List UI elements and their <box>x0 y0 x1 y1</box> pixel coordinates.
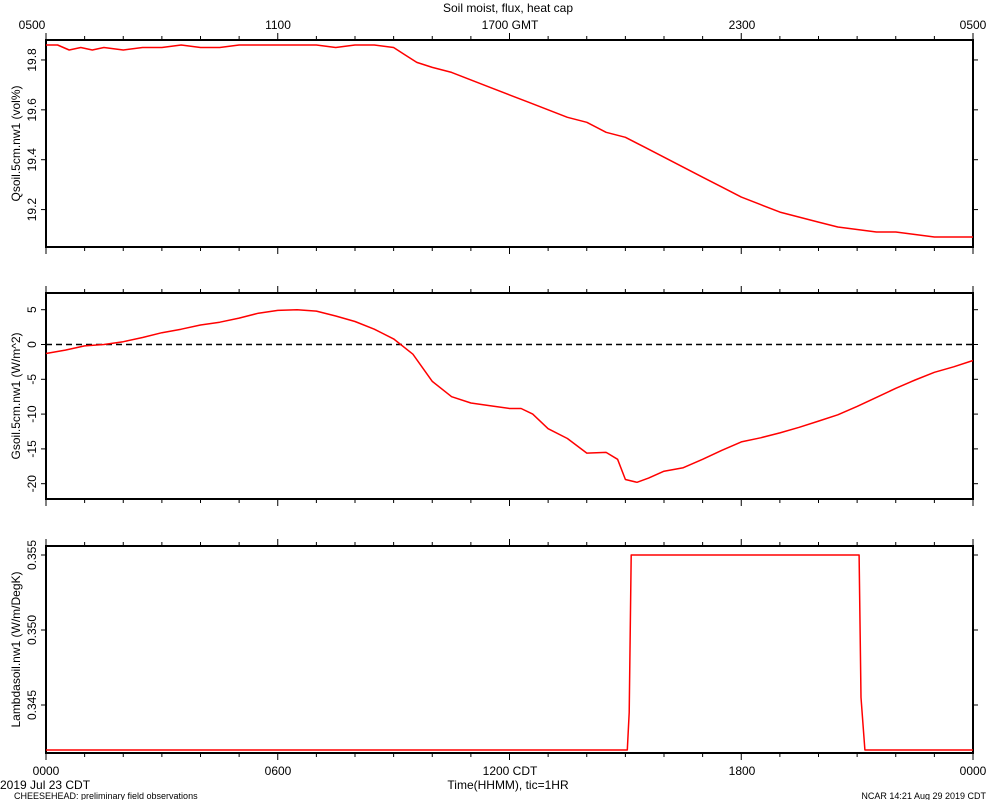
plot-frame <box>45 545 974 754</box>
bottom-tick-label: 1800 <box>729 764 756 778</box>
panel-soil-heat-flux: -20 -15 -10 -5 0 5 Gsoil.5cm.nw1 (W/m^2) <box>9 286 978 506</box>
y-tick-label: 0.350 <box>25 615 39 645</box>
y-tick-label: 5 <box>25 306 39 313</box>
top-time-axis-labels: 0500 1100 1700 GMT 2300 0500 <box>19 18 987 32</box>
x-axis-label: Time(HHMM), tic=1HR <box>447 778 569 792</box>
y-tick-label: -15 <box>25 440 39 458</box>
y-axis-label: Qsoil.5cm.nw1 (vol%) <box>9 85 23 201</box>
y-axis-label: Lambdasoil.nw1 (W/m/DegK) <box>9 571 23 727</box>
y-tick-label: 0 <box>25 341 39 348</box>
y-tick-label: -20 <box>25 475 39 493</box>
bottom-tick-label: 1200 CDT <box>483 764 538 778</box>
top-tick-label: 1100 <box>265 18 291 32</box>
y-tick-label: 19.4 <box>25 148 39 172</box>
bottom-tick-label: 0600 <box>265 764 292 778</box>
footer-right-note: NCAR 14:21 Aug 29 2019 CDT <box>861 791 986 800</box>
top-tick-label: 0500 <box>960 18 987 32</box>
top-tick-label: 0500 <box>19 18 46 32</box>
footer-left-note: CHEESEHEAD: preliminary field observatio… <box>14 791 198 800</box>
y-axis-label: Gsoil.5cm.nw1 (W/m^2) <box>9 333 23 460</box>
chart-title: Soil moist, flux, heat cap <box>443 1 573 15</box>
plot-frame <box>45 292 974 500</box>
bottom-tick-label: 0000 <box>960 764 987 778</box>
series-line <box>45 308 974 484</box>
top-tick-label: 1700 GMT <box>482 18 539 32</box>
y-tick-label: 0.355 <box>25 540 39 570</box>
plot-frame <box>45 39 974 248</box>
top-tick-label: 2300 <box>729 18 756 32</box>
y-tick-label: 19.2 <box>25 198 39 222</box>
y-tick-label: -10 <box>25 405 39 423</box>
series-line <box>46 44 973 238</box>
date-label: 2019 Jul 23 CDT <box>0 778 91 792</box>
y-tick-label: 19.6 <box>25 98 39 122</box>
series-line <box>46 554 973 751</box>
y-tick-label: 0.345 <box>25 690 39 720</box>
y-tick-label: -5 <box>25 374 39 385</box>
bottom-time-axis-labels: 0000 0600 1200 CDT 1800 0000 <box>33 764 987 778</box>
bottom-tick-label: 0000 <box>33 764 60 778</box>
y-tick-label: 19.8 <box>25 48 39 72</box>
